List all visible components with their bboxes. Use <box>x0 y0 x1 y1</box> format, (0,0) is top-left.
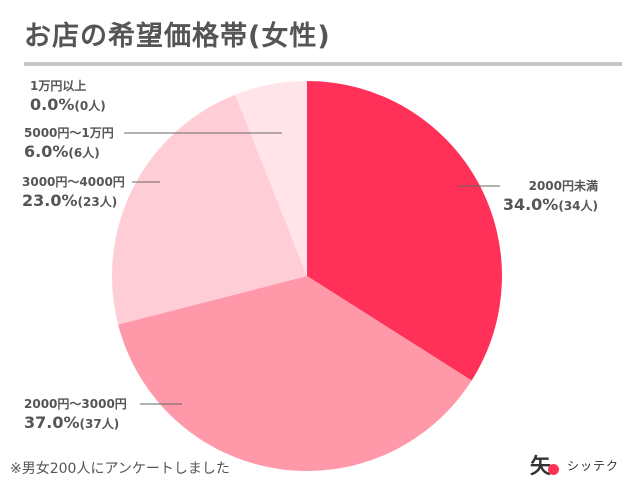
slice-percent: 0.0% <box>30 95 74 114</box>
slice-category-label: 1万円以上 <box>30 78 86 93</box>
slice-count: (37人) <box>80 416 120 431</box>
slice-percent: 34.0% <box>503 195 559 214</box>
pie-slice <box>118 276 472 472</box>
slice-count: (0人) <box>74 98 105 113</box>
pie-slice <box>235 81 307 276</box>
slice-count: (23人) <box>78 194 118 209</box>
slice-percent: 23.0% <box>22 191 78 210</box>
logo: 矢 シッテク <box>530 450 630 480</box>
title-underline <box>24 62 622 66</box>
slice-percent: 37.0% <box>24 413 80 432</box>
logo-mark: 矢 <box>530 454 551 478</box>
slice-percent: 6.0% <box>24 142 68 161</box>
slice-count: (34人) <box>558 198 598 213</box>
logo-dot-icon <box>548 463 559 475</box>
slice-category-label: 5000円〜1万円 <box>24 126 114 140</box>
slice-category-label: 3000円〜4000円 <box>22 175 125 189</box>
chart-title: お店の希望価格帯(女性) <box>24 21 331 52</box>
pie-slice <box>307 81 503 381</box>
slice-category-label: 2000円〜3000円 <box>24 397 127 411</box>
slice-category-label: 2000円未満 <box>529 178 598 193</box>
pie-slices <box>111 81 503 472</box>
logo-text: シッテク <box>567 458 620 473</box>
slice-value-label: 0.0%(0人) <box>30 95 106 114</box>
pie-slice <box>111 94 307 325</box>
slice-count: (6人) <box>68 145 99 160</box>
footnote: ※男女200人にアンケートしました <box>10 461 230 477</box>
slice-value-label: 6.0%(6人) <box>24 142 100 161</box>
slice-value-label: 23.0%(23人) <box>22 191 117 210</box>
slice-value-label: 37.0%(37人) <box>24 413 119 432</box>
slice-value-label: 34.0%(34人) <box>503 195 598 214</box>
pie-labels: 2000円未満 34.0%(34人) 2000円〜3000円 37.0%(37人) 30… <box>22 78 598 432</box>
